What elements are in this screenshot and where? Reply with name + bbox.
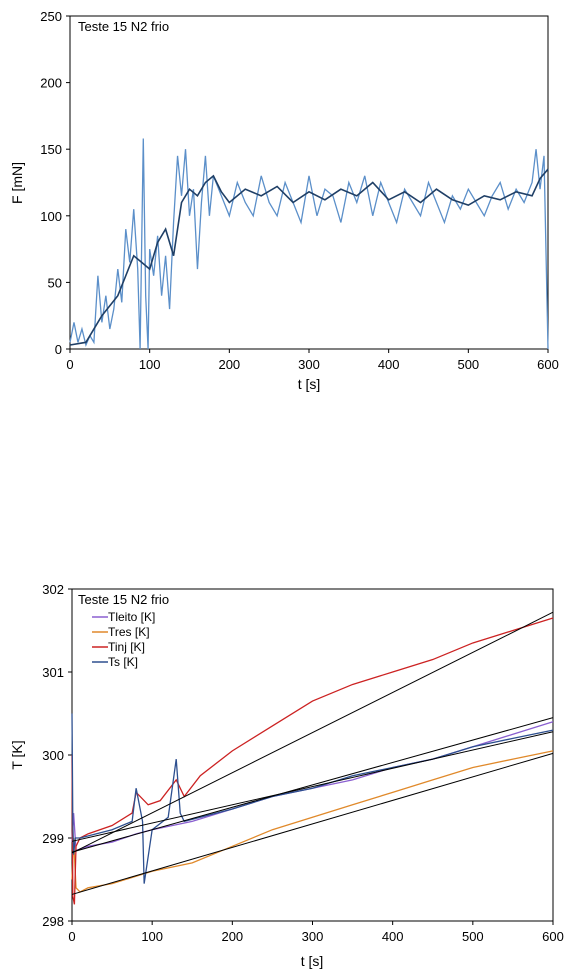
y-tick-label: 301 — [42, 665, 64, 680]
force-chart: Teste 15 N2 frio F [mN] t [s] 0 100 200 300… — [9, 9, 559, 392]
y-tick-label: 300 — [42, 748, 64, 763]
legend-label: Tres [K] — [108, 625, 150, 639]
series-line-2 — [71, 750, 554, 893]
series-line-2 — [69, 168, 549, 346]
x-tick-label: 300 — [298, 357, 320, 372]
y-axis-label: F [mN] — [9, 162, 25, 204]
x-tick-label: 200 — [218, 357, 240, 372]
x-tick-label: 400 — [378, 357, 400, 372]
chart-title: Teste 15 N2 frio — [78, 19, 169, 34]
x-axis-label: t [s] — [301, 953, 324, 969]
y-tick-label: 50 — [48, 275, 62, 290]
plot-area-frame — [69, 15, 549, 350]
x-tick-label: 100 — [141, 929, 163, 944]
y-tick-label: 100 — [40, 209, 62, 224]
y-tick-label: 302 — [42, 582, 64, 597]
y-tick-label: 299 — [42, 831, 64, 846]
x-tick-label: 600 — [537, 357, 559, 372]
series-line-1 — [69, 138, 549, 350]
trendline-1 — [71, 717, 554, 853]
x-tick-label: 200 — [221, 929, 243, 944]
legend-label: Tinj [K] — [108, 640, 145, 654]
x-tick-label: 0 — [66, 357, 73, 372]
y-tick-label: 0 — [55, 342, 62, 357]
x-tick-label: 500 — [462, 929, 484, 944]
x-tick-label: 300 — [302, 929, 324, 944]
x-axis-label: t [s] — [298, 376, 321, 392]
trendline-3 — [71, 611, 554, 854]
chart-title: Teste 15 N2 frio — [78, 592, 169, 607]
y-tick-label: 298 — [42, 914, 64, 929]
legend: Tleito [K]Tres [K]Tinj [K]Ts [K] — [92, 610, 155, 669]
series-line-3 — [71, 617, 554, 905]
trendline-2 — [71, 752, 554, 895]
y-tick-label: 250 — [40, 9, 62, 24]
legend-label: Tleito [K] — [108, 610, 155, 624]
x-tick-label: 0 — [68, 929, 75, 944]
x-tick-label: 500 — [457, 357, 479, 372]
y-tick-label: 200 — [40, 76, 62, 91]
legend-label: Ts [K] — [108, 655, 138, 669]
x-tick-label: 100 — [139, 357, 161, 372]
x-tick-label: 600 — [542, 929, 564, 944]
x-tick-label: 400 — [382, 929, 404, 944]
y-axis-label: T [K] — [9, 740, 25, 769]
trendline-4 — [71, 731, 554, 842]
temperature-chart: Teste 15 N2 frio T [K] t [s] 0 100 200 300 4… — [9, 582, 564, 969]
y-tick-label: 150 — [40, 142, 62, 157]
series-line-4 — [71, 713, 554, 884]
